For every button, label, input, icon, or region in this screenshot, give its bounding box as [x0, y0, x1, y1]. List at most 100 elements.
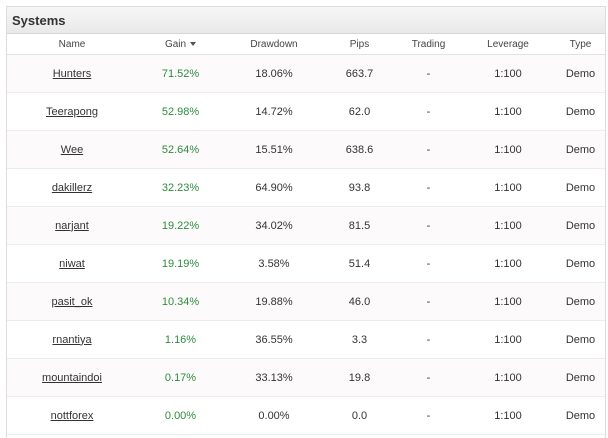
table-row: mountaindoi 0.17% 33.13% 19.8-1:100 Demo	[7, 358, 605, 397]
trading-cell: -	[395, 206, 462, 245]
column-header-gain[interactable]: Gain	[137, 34, 224, 55]
pips-cell: 3.3	[324, 320, 395, 359]
type-cell: Demo	[554, 168, 605, 207]
drawdown-cell: 3.58%	[224, 244, 324, 283]
pips-cell: 81.5	[324, 206, 395, 245]
trading-cell: -	[395, 130, 462, 169]
gain-cell: 0.00%	[137, 396, 224, 435]
leverage-cell: 1:100	[462, 358, 554, 397]
system-name-link[interactable]: Teerapong	[46, 105, 98, 118]
name-cell: dakillerz	[7, 168, 137, 207]
pips-cell: 638.6	[324, 130, 395, 169]
pips-cell: 663.7	[324, 54, 395, 93]
system-name-link[interactable]: niwat	[59, 257, 85, 270]
gain-cell: 1.16%	[137, 320, 224, 359]
system-name-link[interactable]: rnantiya	[52, 333, 92, 346]
system-name-link[interactable]: Wee	[60, 143, 84, 156]
leverage-cell: 1:100	[462, 130, 554, 169]
gain-cell: 52.98%	[137, 92, 224, 131]
table-row: nottforex 0.00% 0.00% 0.0-1:100 Demo	[7, 396, 605, 435]
type-cell: Demo	[554, 282, 605, 321]
column-header-gain-label: Gain	[164, 38, 187, 50]
pips-cell: 93.8	[324, 168, 395, 207]
system-name-link[interactable]: mountaindoi	[42, 371, 102, 384]
table-row: pasit_ok 10.34% 19.88% 46.0-1:100 Demo	[7, 282, 605, 321]
type-cell: Demo	[554, 54, 605, 93]
drawdown-cell: 18.06%	[224, 54, 324, 93]
gain-cell: 71.52%	[137, 54, 224, 93]
systems-panel: Systems Name Gain Drawdown Pips Trading …	[6, 6, 606, 438]
leverage-cell: 1:100	[462, 244, 554, 283]
type-cell: Demo	[554, 206, 605, 245]
name-cell: niwat	[7, 244, 137, 283]
table-row: rnantiya 1.16% 36.55% 3.3-1:100 Demo	[7, 320, 605, 359]
table-row: dakillerz 32.23% 64.90% 93.8-1:100 Demo	[7, 168, 605, 207]
drawdown-cell: 64.90%	[224, 168, 324, 207]
drawdown-cell: 36.55%	[224, 320, 324, 359]
column-header-name[interactable]: Name	[7, 34, 137, 55]
column-header-trading[interactable]: Trading	[395, 34, 462, 55]
system-name-link[interactable]: dakillerz	[51, 181, 93, 194]
system-name-link[interactable]: pasit_ok	[51, 295, 93, 308]
pips-cell: 62.0	[324, 92, 395, 131]
trading-cell: -	[395, 54, 462, 93]
table-row: Wee 52.64% 15.51% 638.6-1:100 Demo	[7, 130, 605, 169]
drawdown-cell: 34.02%	[224, 206, 324, 245]
name-cell: Teerapong	[7, 92, 137, 131]
name-cell: narjant	[7, 206, 137, 245]
gain-cell: 10.34%	[137, 282, 224, 321]
drawdown-cell: 14.72%	[224, 92, 324, 131]
table-row: Hunters 71.52% 18.06% 663.7-1:100 Demo	[7, 54, 605, 93]
table-header-row: Name Gain Drawdown Pips Trading Leverage…	[7, 34, 605, 55]
table-row: Teerapong 52.98% 14.72% 62.0-1:100 Demo	[7, 92, 605, 131]
leverage-cell: 1:100	[462, 168, 554, 207]
name-cell: Hunters	[7, 54, 137, 93]
type-cell: Demo	[554, 92, 605, 131]
systems-table: Name Gain Drawdown Pips Trading Leverage…	[7, 34, 605, 435]
column-header-pips[interactable]: Pips	[324, 34, 395, 55]
column-header-leverage[interactable]: Leverage	[462, 34, 554, 55]
drawdown-cell: 33.13%	[224, 358, 324, 397]
systems-table-body: Hunters 71.52% 18.06% 663.7-1:100 Demo Teerap…	[7, 54, 605, 435]
sort-descending-icon	[190, 41, 197, 46]
leverage-cell: 1:100	[462, 320, 554, 359]
trading-cell: -	[395, 244, 462, 283]
system-name-link[interactable]: narjant	[55, 219, 89, 232]
leverage-cell: 1:100	[462, 54, 554, 93]
gain-cell: 19.19%	[137, 244, 224, 283]
drawdown-cell: 0.00%	[224, 396, 324, 435]
gain-cell: 52.64%	[137, 130, 224, 169]
name-cell: pasit_ok	[7, 282, 137, 321]
system-name-link[interactable]: nottforex	[50, 409, 94, 422]
trading-cell: -	[395, 282, 462, 321]
type-cell: Demo	[554, 130, 605, 169]
leverage-cell: 1:100	[462, 396, 554, 435]
pips-cell: 19.8	[324, 358, 395, 397]
type-cell: Demo	[554, 244, 605, 283]
name-cell: nottforex	[7, 396, 137, 435]
name-cell: mountaindoi	[7, 358, 137, 397]
drawdown-cell: 15.51%	[224, 130, 324, 169]
leverage-cell: 1:100	[462, 92, 554, 131]
leverage-cell: 1:100	[462, 282, 554, 321]
panel-title: Systems	[7, 7, 605, 34]
gain-cell: 32.23%	[137, 168, 224, 207]
gain-cell: 19.22%	[137, 206, 224, 245]
pips-cell: 0.0	[324, 396, 395, 435]
trading-cell: -	[395, 92, 462, 131]
drawdown-cell: 19.88%	[224, 282, 324, 321]
trading-cell: -	[395, 396, 462, 435]
trading-cell: -	[395, 320, 462, 359]
leverage-cell: 1:100	[462, 206, 554, 245]
name-cell: Wee	[7, 130, 137, 169]
gain-cell: 0.17%	[137, 358, 224, 397]
trading-cell: -	[395, 358, 462, 397]
type-cell: Demo	[554, 396, 605, 435]
name-cell: rnantiya	[7, 320, 137, 359]
pips-cell: 51.4	[324, 244, 395, 283]
column-header-type[interactable]: Type	[554, 34, 605, 55]
type-cell: Demo	[554, 358, 605, 397]
column-header-drawdown[interactable]: Drawdown	[224, 34, 324, 55]
system-name-link[interactable]: Hunters	[52, 67, 92, 80]
table-row: narjant 19.22% 34.02% 81.5-1:100 Demo	[7, 206, 605, 245]
